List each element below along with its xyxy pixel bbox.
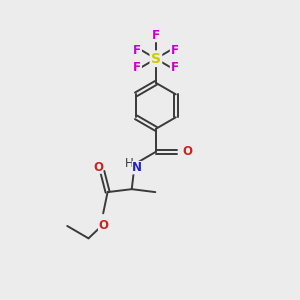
Text: O: O (93, 160, 103, 174)
Text: F: F (152, 28, 160, 42)
Text: N: N (132, 161, 142, 174)
Text: S: S (151, 52, 161, 66)
Text: O: O (182, 145, 192, 158)
Text: F: F (134, 61, 141, 74)
Text: O: O (98, 219, 108, 232)
Text: F: F (170, 44, 178, 57)
Text: H: H (124, 157, 133, 170)
Text: F: F (170, 61, 178, 74)
Text: F: F (134, 44, 141, 57)
